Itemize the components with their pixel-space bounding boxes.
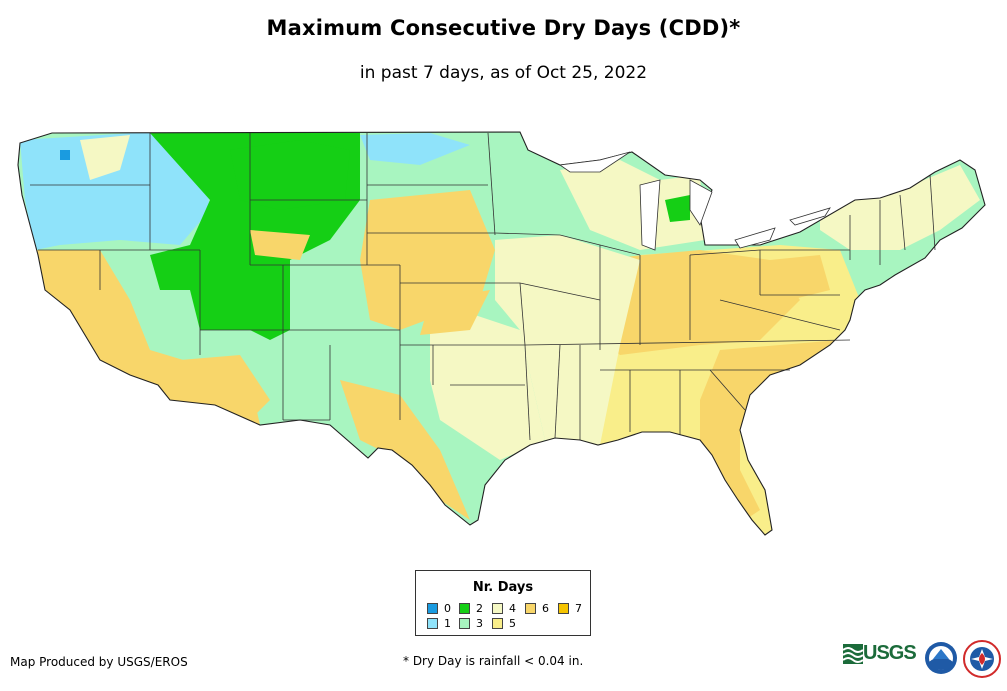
- legend-item-6: 6: [525, 602, 549, 615]
- usgs-wordmark: USGS: [863, 642, 917, 664]
- legend-swatch: [427, 618, 438, 629]
- legend-label: 4: [509, 602, 516, 615]
- legend-swatch: [525, 603, 536, 614]
- legend-label: 0: [444, 602, 451, 615]
- map-title: Maximum Consecutive Dry Days (CDD)*: [266, 16, 741, 40]
- legend-swatch: [459, 603, 470, 614]
- legend-label: 6: [542, 602, 549, 615]
- legend-item-7: 7: [558, 602, 582, 615]
- legend-title: Nr. Days: [472, 580, 534, 595]
- usgs-wave-icon: [843, 643, 863, 664]
- legend-swatch: [427, 603, 438, 614]
- legend-label: 5: [509, 617, 516, 630]
- legend-label: 1: [444, 617, 451, 630]
- legend-item-5: 5: [492, 617, 516, 630]
- usgs-logo: USGS: [843, 642, 917, 665]
- credit-text: Map Produced by USGS/EROS: [10, 655, 188, 669]
- state-boundaries: [17, 131, 986, 536]
- noaa-logo-icon: [925, 642, 957, 674]
- legend: Nr. Days 0 1 2 3 4 5 6 7: [415, 570, 591, 636]
- legend-item-1: 1: [427, 617, 451, 630]
- legend-swatch: [492, 618, 503, 629]
- great-lakes: [558, 151, 831, 251]
- legend-swatch: [558, 603, 569, 614]
- legend-item-4: 4: [492, 602, 516, 615]
- nws-logo-icon: [963, 640, 1001, 678]
- legend-swatch: [459, 618, 470, 629]
- legend-item-0: 0: [427, 602, 451, 615]
- legend-label: 2: [476, 602, 483, 615]
- legend-item-3: 3: [459, 617, 483, 630]
- footnote: * Dry Day is rainfall < 0.04 in.: [403, 654, 584, 668]
- cdd-color-field: [18, 132, 985, 535]
- legend-label: 7: [575, 602, 582, 615]
- legend-item-2: 2: [459, 602, 483, 615]
- map-subtitle: in past 7 days, as of Oct 25, 2022: [359, 63, 648, 83]
- legend-swatch: [492, 603, 503, 614]
- legend-label: 3: [476, 617, 483, 630]
